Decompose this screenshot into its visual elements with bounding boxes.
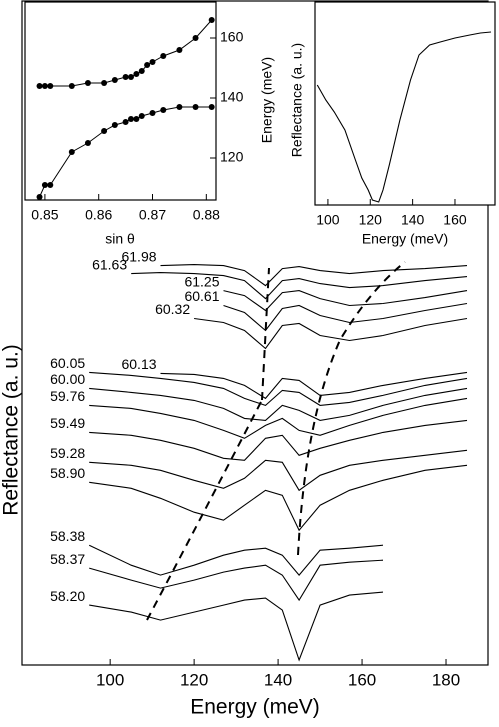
y-tick-label: 120 xyxy=(220,149,244,165)
curve-label: 61.63 xyxy=(92,256,127,272)
spectrum-line xyxy=(89,419,468,461)
spectrum-line xyxy=(160,371,468,400)
data-point xyxy=(47,83,54,89)
data-point xyxy=(127,74,134,80)
data-point xyxy=(84,140,91,146)
dashed-guide xyxy=(297,261,406,556)
data-point xyxy=(41,182,48,188)
curve-label: 59.28 xyxy=(50,445,85,461)
x-tick-label: 0.86 xyxy=(85,207,112,223)
spectrum-line xyxy=(223,302,468,332)
y-tick-label: 140 xyxy=(220,89,244,105)
x-tick-label: 0.87 xyxy=(139,207,166,223)
data-point xyxy=(68,83,75,89)
data-point xyxy=(47,182,54,188)
data-point xyxy=(68,149,75,155)
data-point xyxy=(192,104,199,110)
spectrum-line xyxy=(131,272,468,300)
spectrum-line xyxy=(89,371,468,407)
x-tick-label: 160 xyxy=(443,212,467,228)
data-point xyxy=(208,17,215,23)
spectrum-line xyxy=(194,317,468,350)
spectrum-line xyxy=(89,559,384,602)
curve-label: 60.32 xyxy=(155,301,190,317)
x-axis-title: sin θ xyxy=(105,231,135,247)
inset-frame xyxy=(24,1,217,201)
spectrum-line xyxy=(89,464,468,532)
data-point xyxy=(192,35,199,41)
x-axis-title: Energy (meV) xyxy=(190,696,320,719)
data-point xyxy=(36,83,43,89)
data-point xyxy=(149,110,156,116)
y-axis-title: Reflectance (a. u.) xyxy=(0,344,23,516)
x-tick-label: 0.88 xyxy=(193,207,220,223)
spectrum-line xyxy=(316,31,492,203)
x-tick-label: 100 xyxy=(316,212,340,228)
y-axis-title: Reflectance (a. u.) xyxy=(289,43,305,157)
curve-label: 61.25 xyxy=(184,273,219,289)
curve-label: 59.76 xyxy=(50,388,85,404)
spectrum-line xyxy=(89,591,384,662)
data-point xyxy=(111,122,118,128)
spectrum-line xyxy=(89,387,468,421)
data-point xyxy=(101,80,108,86)
curve-label: 60.13 xyxy=(121,356,156,372)
curve-label: 58.37 xyxy=(50,551,85,567)
fit-line xyxy=(39,106,212,198)
data-point xyxy=(138,68,145,74)
dashed-guide xyxy=(146,399,263,621)
x-tick-label: 120 xyxy=(180,670,208,689)
spectrum-line xyxy=(160,264,468,287)
data-point xyxy=(101,128,108,134)
data-point xyxy=(149,59,156,65)
curve-label: 61.98 xyxy=(121,248,156,264)
curve-label: 60.61 xyxy=(184,288,219,304)
curve-label: 59.49 xyxy=(50,415,85,431)
data-point xyxy=(36,194,43,200)
data-point xyxy=(84,80,91,86)
spectrum-line xyxy=(89,397,468,439)
data-point xyxy=(138,113,145,119)
main-frame xyxy=(21,0,489,666)
spectrum-line xyxy=(88,544,384,576)
curve-label: 60.00 xyxy=(50,371,85,387)
data-point xyxy=(160,107,167,113)
data-point xyxy=(133,71,140,77)
x-tick-label: 180 xyxy=(432,670,460,689)
y-tick-label: 160 xyxy=(220,29,244,45)
x-tick-label: 120 xyxy=(359,212,383,228)
data-point xyxy=(144,62,151,68)
curve-label: 58.90 xyxy=(50,465,85,481)
x-tick-label: 140 xyxy=(401,212,425,228)
data-point xyxy=(127,116,134,122)
x-axis-title: Energy (meV) xyxy=(362,231,448,247)
spectrum-line xyxy=(223,290,468,312)
data-point xyxy=(41,83,48,89)
spectrum-line xyxy=(89,449,468,492)
x-tick-label: 160 xyxy=(348,670,376,689)
data-point xyxy=(160,53,167,59)
dashed-guide xyxy=(261,267,270,401)
curve-label: 60.05 xyxy=(50,355,85,371)
data-point xyxy=(133,116,140,122)
x-tick-label: 100 xyxy=(96,670,124,689)
inset-frame xyxy=(314,1,496,206)
data-point xyxy=(208,104,215,110)
data-point xyxy=(122,74,129,80)
curve-label: 58.38 xyxy=(50,528,85,544)
x-tick-label: 0.85 xyxy=(31,207,58,223)
data-point xyxy=(176,104,183,110)
x-tick-label: 140 xyxy=(264,670,292,689)
curve-label: 58.20 xyxy=(50,588,85,604)
data-point xyxy=(176,47,183,53)
data-point xyxy=(122,119,129,125)
data-point xyxy=(111,77,118,83)
y-axis-title: Energy (meV) xyxy=(259,57,275,143)
